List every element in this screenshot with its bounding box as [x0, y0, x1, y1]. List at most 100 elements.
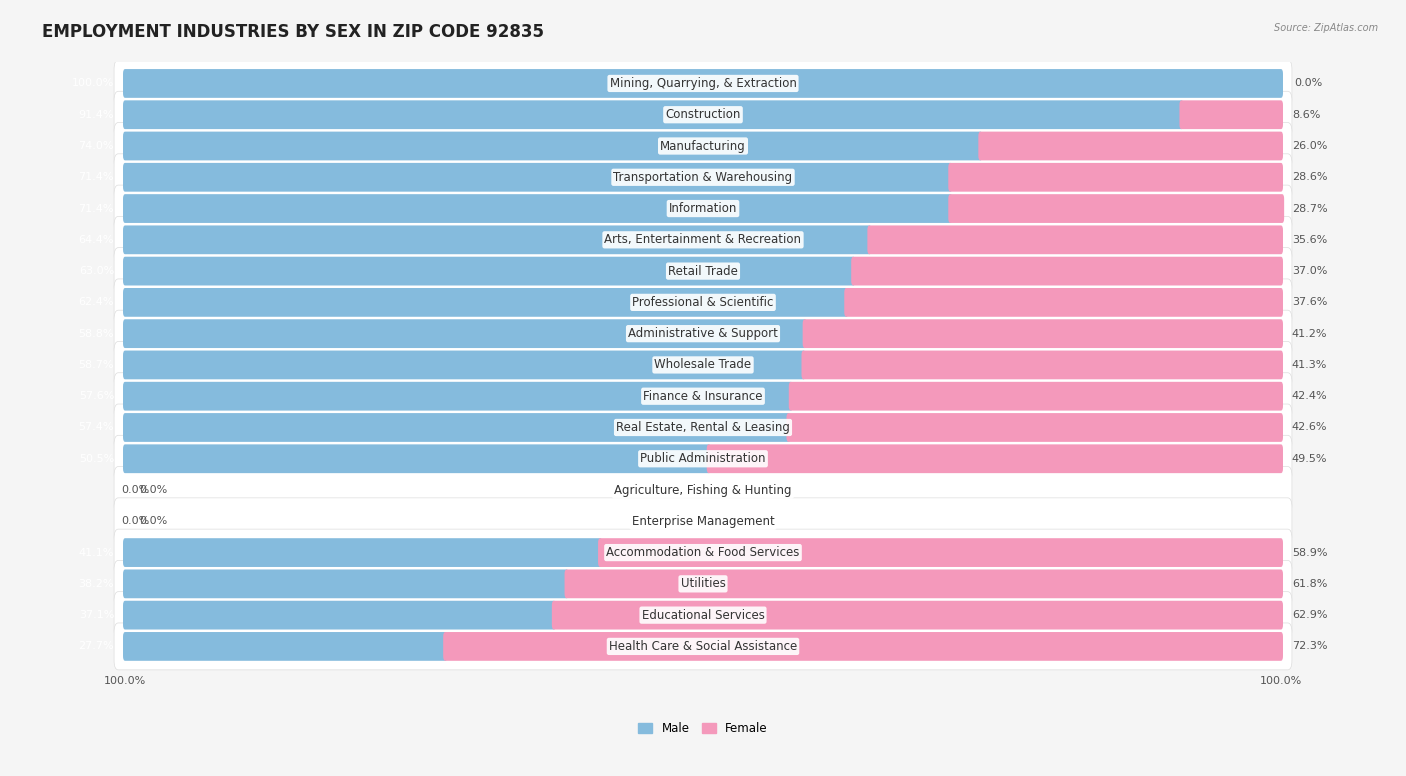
FancyBboxPatch shape [122, 351, 806, 379]
Text: 57.6%: 57.6% [79, 391, 114, 401]
Text: 41.2%: 41.2% [1292, 329, 1327, 338]
Text: Transportation & Warehousing: Transportation & Warehousing [613, 171, 793, 184]
Text: 41.1%: 41.1% [79, 548, 114, 558]
Text: 0.0%: 0.0% [139, 485, 167, 495]
FancyBboxPatch shape [114, 435, 1292, 482]
FancyBboxPatch shape [122, 163, 952, 192]
Text: Arts, Entertainment & Recreation: Arts, Entertainment & Recreation [605, 234, 801, 246]
Text: 58.7%: 58.7% [79, 360, 114, 370]
FancyBboxPatch shape [114, 217, 1292, 263]
Text: Real Estate, Rental & Leasing: Real Estate, Rental & Leasing [616, 421, 790, 434]
FancyBboxPatch shape [122, 570, 568, 598]
FancyBboxPatch shape [565, 570, 1284, 598]
Text: 62.9%: 62.9% [1292, 610, 1327, 620]
FancyBboxPatch shape [948, 163, 1284, 192]
FancyBboxPatch shape [114, 466, 1292, 514]
Text: 42.6%: 42.6% [1292, 422, 1327, 432]
Text: Educational Services: Educational Services [641, 608, 765, 622]
FancyBboxPatch shape [114, 123, 1292, 169]
Text: 71.4%: 71.4% [79, 172, 114, 182]
Text: 63.0%: 63.0% [79, 266, 114, 276]
FancyBboxPatch shape [803, 319, 1284, 348]
FancyBboxPatch shape [707, 445, 1284, 473]
FancyBboxPatch shape [122, 413, 790, 442]
FancyBboxPatch shape [122, 445, 711, 473]
Text: Health Care & Social Assistance: Health Care & Social Assistance [609, 640, 797, 653]
Text: 0.0%: 0.0% [121, 485, 149, 495]
FancyBboxPatch shape [114, 92, 1292, 138]
Text: Accommodation & Food Services: Accommodation & Food Services [606, 546, 800, 559]
Text: Agriculture, Fishing & Hunting: Agriculture, Fishing & Hunting [614, 483, 792, 497]
Text: 91.4%: 91.4% [79, 109, 114, 120]
FancyBboxPatch shape [948, 194, 1284, 223]
FancyBboxPatch shape [114, 498, 1292, 545]
FancyBboxPatch shape [443, 632, 1284, 661]
Text: Professional & Scientific: Professional & Scientific [633, 296, 773, 309]
Text: 71.4%: 71.4% [79, 203, 114, 213]
Text: 28.6%: 28.6% [1292, 172, 1327, 182]
FancyBboxPatch shape [114, 279, 1292, 326]
Text: 28.7%: 28.7% [1292, 203, 1327, 213]
FancyBboxPatch shape [789, 382, 1284, 411]
FancyBboxPatch shape [114, 623, 1292, 670]
Text: 27.7%: 27.7% [79, 642, 114, 651]
FancyBboxPatch shape [114, 185, 1292, 232]
Text: 0.0%: 0.0% [139, 516, 167, 526]
FancyBboxPatch shape [122, 226, 872, 255]
FancyBboxPatch shape [979, 132, 1284, 161]
FancyBboxPatch shape [122, 539, 602, 567]
Text: 64.4%: 64.4% [79, 235, 114, 245]
Text: 100.0%: 100.0% [72, 78, 114, 88]
FancyBboxPatch shape [114, 372, 1292, 420]
FancyBboxPatch shape [122, 382, 793, 411]
FancyBboxPatch shape [114, 248, 1292, 295]
FancyBboxPatch shape [114, 529, 1292, 576]
Text: Utilities: Utilities [681, 577, 725, 591]
Text: 8.6%: 8.6% [1292, 109, 1320, 120]
FancyBboxPatch shape [122, 100, 1184, 129]
Text: Mining, Quarrying, & Extraction: Mining, Quarrying, & Extraction [610, 77, 796, 90]
FancyBboxPatch shape [122, 69, 1284, 98]
FancyBboxPatch shape [122, 632, 447, 661]
FancyBboxPatch shape [598, 539, 1284, 567]
Text: Wholesale Trade: Wholesale Trade [654, 359, 752, 372]
Text: 26.0%: 26.0% [1292, 141, 1327, 151]
FancyBboxPatch shape [801, 351, 1284, 379]
Text: 100.0%: 100.0% [104, 676, 146, 686]
Text: 42.4%: 42.4% [1292, 391, 1327, 401]
FancyBboxPatch shape [114, 341, 1292, 389]
Text: 41.3%: 41.3% [1292, 360, 1327, 370]
FancyBboxPatch shape [114, 404, 1292, 451]
Text: Retail Trade: Retail Trade [668, 265, 738, 278]
Text: 35.6%: 35.6% [1292, 235, 1327, 245]
Text: Administrative & Support: Administrative & Support [628, 327, 778, 340]
Text: 50.5%: 50.5% [79, 454, 114, 464]
Text: EMPLOYMENT INDUSTRIES BY SEX IN ZIP CODE 92835: EMPLOYMENT INDUSTRIES BY SEX IN ZIP CODE… [42, 23, 544, 41]
Text: 61.8%: 61.8% [1292, 579, 1327, 589]
FancyBboxPatch shape [786, 413, 1284, 442]
Text: 37.6%: 37.6% [1292, 297, 1327, 307]
FancyBboxPatch shape [114, 310, 1292, 357]
Text: 0.0%: 0.0% [1295, 78, 1323, 88]
FancyBboxPatch shape [122, 194, 952, 223]
Legend: Male, Female: Male, Female [634, 718, 772, 740]
Text: 72.3%: 72.3% [1292, 642, 1327, 651]
FancyBboxPatch shape [114, 60, 1292, 107]
Text: 49.5%: 49.5% [1292, 454, 1327, 464]
Text: Construction: Construction [665, 108, 741, 121]
FancyBboxPatch shape [122, 319, 807, 348]
Text: 57.4%: 57.4% [79, 422, 114, 432]
FancyBboxPatch shape [844, 288, 1284, 317]
FancyBboxPatch shape [551, 601, 1284, 629]
Text: 100.0%: 100.0% [1260, 676, 1302, 686]
FancyBboxPatch shape [114, 560, 1292, 608]
Text: 58.9%: 58.9% [1292, 548, 1327, 558]
Text: 37.0%: 37.0% [1292, 266, 1327, 276]
FancyBboxPatch shape [122, 257, 855, 286]
Text: Source: ZipAtlas.com: Source: ZipAtlas.com [1274, 23, 1378, 33]
Text: Finance & Insurance: Finance & Insurance [644, 390, 762, 403]
Text: 58.8%: 58.8% [79, 329, 114, 338]
FancyBboxPatch shape [1180, 100, 1284, 129]
FancyBboxPatch shape [851, 257, 1284, 286]
Text: 0.0%: 0.0% [121, 516, 149, 526]
